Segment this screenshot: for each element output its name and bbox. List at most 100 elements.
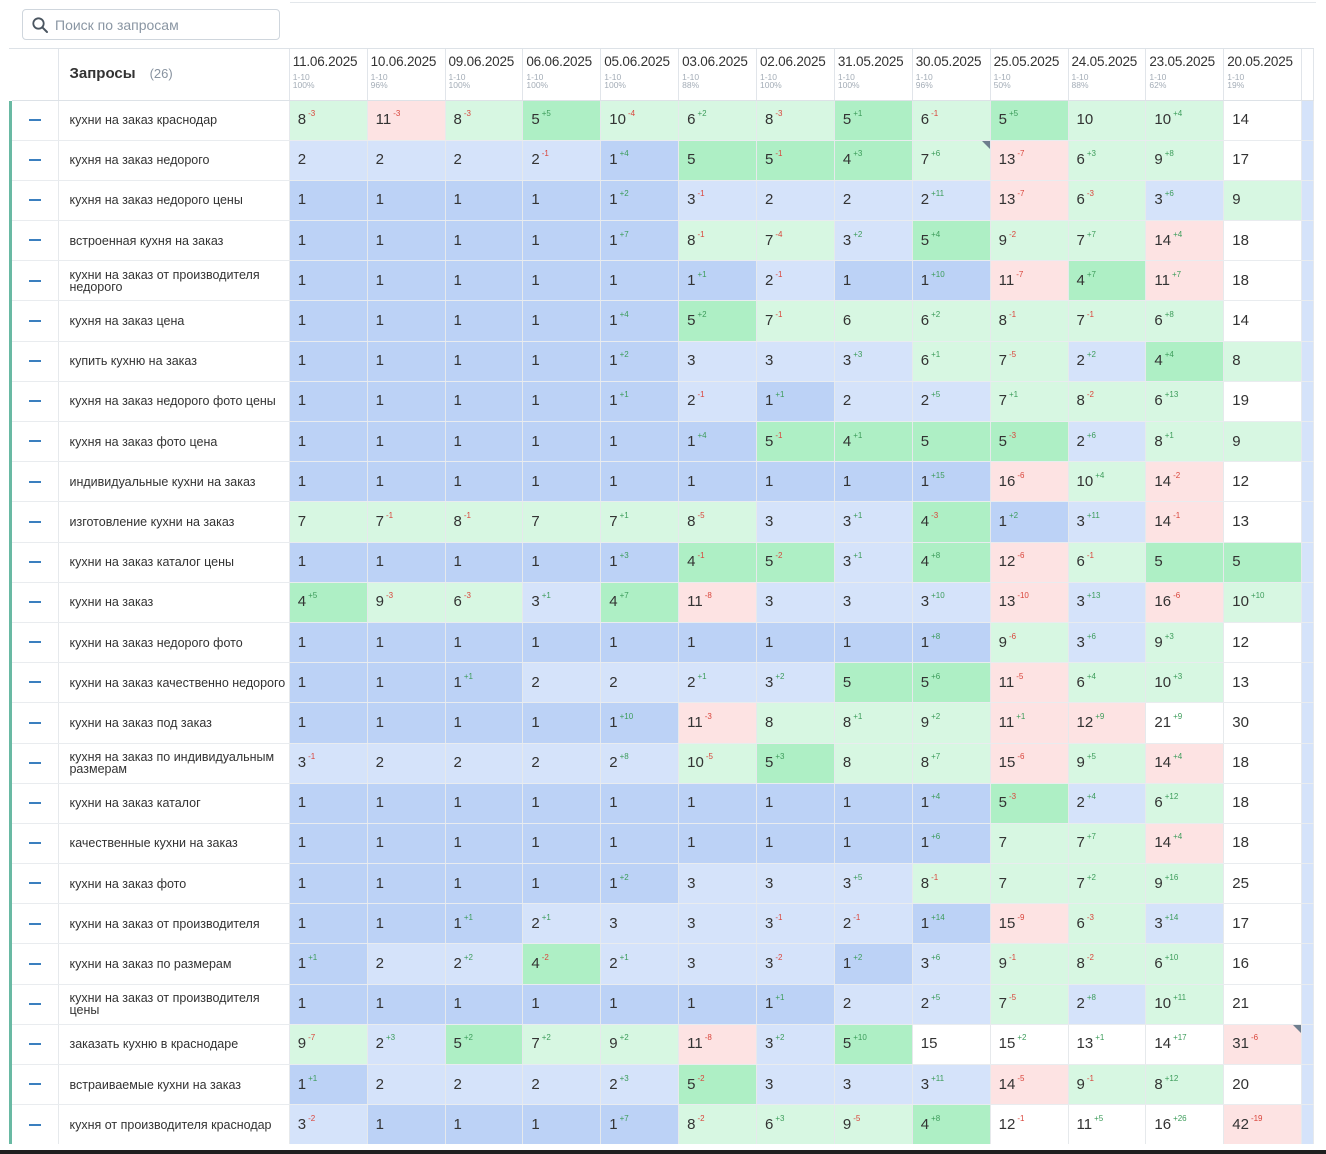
position-cell[interactable]: 7 [522, 501, 602, 543]
position-cell[interactable]: 1 [600, 984, 680, 1025]
position-cell[interactable]: 6 +4 [1068, 662, 1147, 704]
position-cell[interactable]: 1 [600, 461, 680, 503]
position-cell[interactable]: 7 -1 [367, 501, 446, 543]
position-cell[interactable]: 3 -1 [678, 180, 757, 222]
position-cell[interactable]: 7 +1 [600, 501, 680, 543]
position-cell[interactable]: 18 [1223, 823, 1303, 865]
position-cell[interactable]: 1 [367, 341, 446, 382]
position-cell[interactable]: 5 +2 [445, 1024, 524, 1066]
position-cell[interactable]: 1 [522, 783, 602, 824]
position-cell[interactable]: 11 +1 [990, 702, 1069, 744]
position-cell[interactable]: 3 [834, 582, 913, 623]
position-cell[interactable]: 8 -3 [445, 100, 524, 141]
position-cell[interactable]: 1 [522, 702, 602, 744]
position-cell[interactable]: 2 +8 [1068, 984, 1147, 1025]
position-cell[interactable]: 7 [990, 823, 1069, 865]
position-cell[interactable]: 10 +4 [1068, 461, 1147, 503]
position-cell[interactable]: 3 -1 [756, 903, 835, 945]
position-cell[interactable]: 1 [289, 300, 368, 342]
position-cell[interactable]: 1 [522, 542, 602, 583]
position-cell[interactable]: 1 [367, 903, 446, 945]
position-cell[interactable]: 1 +2 [600, 341, 680, 382]
position-cell[interactable]: 11 +7 [1145, 260, 1225, 302]
position-cell[interactable]: 2 [756, 180, 835, 222]
position-cell[interactable]: 1 [367, 461, 446, 503]
position-cell[interactable]: 1 [522, 622, 602, 664]
position-cell[interactable]: 10 [1068, 100, 1147, 141]
position-cell[interactable]: 3 +13 [1068, 582, 1147, 623]
position-cell[interactable]: 1 [756, 823, 835, 865]
position-cell[interactable]: 1 +7 [600, 220, 680, 262]
date-column-header[interactable]: 31.05.2025 1-10 100% [834, 49, 913, 101]
position-cell[interactable]: 2 +6 [1068, 421, 1147, 463]
position-cell[interactable]: 5 +3 [756, 743, 835, 784]
position-cell[interactable]: 4 +8 [912, 542, 991, 583]
position-cell[interactable]: 4 -1 [678, 542, 757, 583]
position-cell[interactable]: 3 +11 [1068, 501, 1147, 543]
position-cell[interactable]: 7 -5 [990, 341, 1069, 382]
position-cell[interactable]: 6 -3 [445, 582, 524, 623]
position-cell[interactable]: 1 [367, 662, 446, 704]
position-cell[interactable]: 1 [445, 622, 524, 664]
position-cell[interactable]: 11 -7 [990, 260, 1069, 302]
position-cell[interactable]: 6 +3 [756, 1104, 835, 1144]
date-column-header[interactable]: 05.06.2025 1-10 100% [600, 49, 680, 101]
position-cell[interactable]: 2 +11 [912, 180, 991, 222]
position-cell[interactable]: 20 [1223, 1064, 1303, 1106]
position-cell[interactable]: 5 +6 [912, 662, 991, 704]
position-cell[interactable]: 1 [445, 542, 524, 583]
position-cell[interactable]: 7 +2 [522, 1024, 602, 1066]
position-cell[interactable]: 1 [367, 421, 446, 463]
position-cell[interactable]: 1 +14 [912, 903, 991, 945]
position-cell[interactable]: 1 +2 [600, 863, 680, 905]
position-cell[interactable]: 1 [522, 823, 602, 865]
position-cell[interactable]: 1 [600, 622, 680, 664]
position-cell[interactable]: 12 [1223, 461, 1303, 503]
position-cell[interactable]: 1 [445, 783, 524, 824]
position-cell[interactable]: 7 +7 [1068, 220, 1147, 262]
position-cell[interactable]: 1 [678, 622, 757, 664]
position-cell[interactable]: 1 [445, 260, 524, 302]
position-cell[interactable]: 1 +7 [600, 1104, 680, 1144]
position-cell[interactable]: 9 +2 [600, 1024, 680, 1066]
position-cell[interactable]: 2 [834, 180, 913, 222]
search-input[interactable] [55, 16, 255, 33]
position-cell[interactable]: 14 +4 [1145, 743, 1225, 784]
position-cell[interactable]: 10 -5 [678, 743, 757, 784]
position-cell[interactable]: 2 [445, 1064, 524, 1106]
date-column-header[interactable]: 23.05.2025 1-10 62% [1145, 49, 1225, 101]
position-cell[interactable]: 7 -1 [756, 300, 835, 342]
position-cell[interactable]: 1 [445, 421, 524, 463]
position-cell[interactable]: 1 [756, 622, 835, 664]
date-column-header[interactable]: 30.05.2025 1-10 96% [912, 49, 991, 101]
position-cell[interactable]: 3 +1 [834, 501, 913, 543]
position-cell[interactable]: 6 +13 [1145, 381, 1225, 423]
position-cell[interactable]: 9 -3 [367, 582, 446, 623]
position-cell[interactable]: 6 +12 [1145, 783, 1225, 824]
position-cell[interactable]: 3 +11 [912, 1064, 991, 1106]
position-cell[interactable]: 2 [522, 743, 602, 784]
position-cell[interactable]: 1 [367, 984, 446, 1025]
position-cell[interactable]: 2 +3 [600, 1064, 680, 1106]
position-cell[interactable]: 14 +4 [1145, 220, 1225, 262]
position-cell[interactable]: 16 [1223, 943, 1303, 985]
position-cell[interactable]: 1 [289, 381, 368, 423]
position-cell[interactable]: 5 +1 [834, 100, 913, 141]
position-cell[interactable]: 1 [522, 300, 602, 342]
position-cell[interactable]: 2 [367, 1064, 446, 1106]
position-cell[interactable]: 1 [445, 702, 524, 744]
position-cell[interactable]: 5 [834, 662, 913, 704]
remove-query-button[interactable] [29, 319, 42, 322]
date-column-header[interactable]: 10.06.2025 1-10 96% [367, 49, 446, 101]
position-cell[interactable]: 1 [367, 542, 446, 583]
position-cell[interactable]: 9 +8 [1145, 140, 1225, 181]
position-cell[interactable]: 1 +1 [289, 943, 368, 985]
position-cell[interactable]: 14 +17 [1145, 1024, 1225, 1066]
position-cell[interactable]: 9 [1223, 180, 1303, 222]
position-cell[interactable]: 1 [367, 622, 446, 664]
position-cell[interactable]: 1 [289, 863, 368, 905]
position-cell[interactable]: 1 [522, 1104, 602, 1144]
position-cell[interactable]: 5 -3 [990, 421, 1069, 463]
position-cell[interactable]: 5 [1145, 542, 1225, 583]
position-cell[interactable]: 11 -8 [678, 1024, 757, 1066]
